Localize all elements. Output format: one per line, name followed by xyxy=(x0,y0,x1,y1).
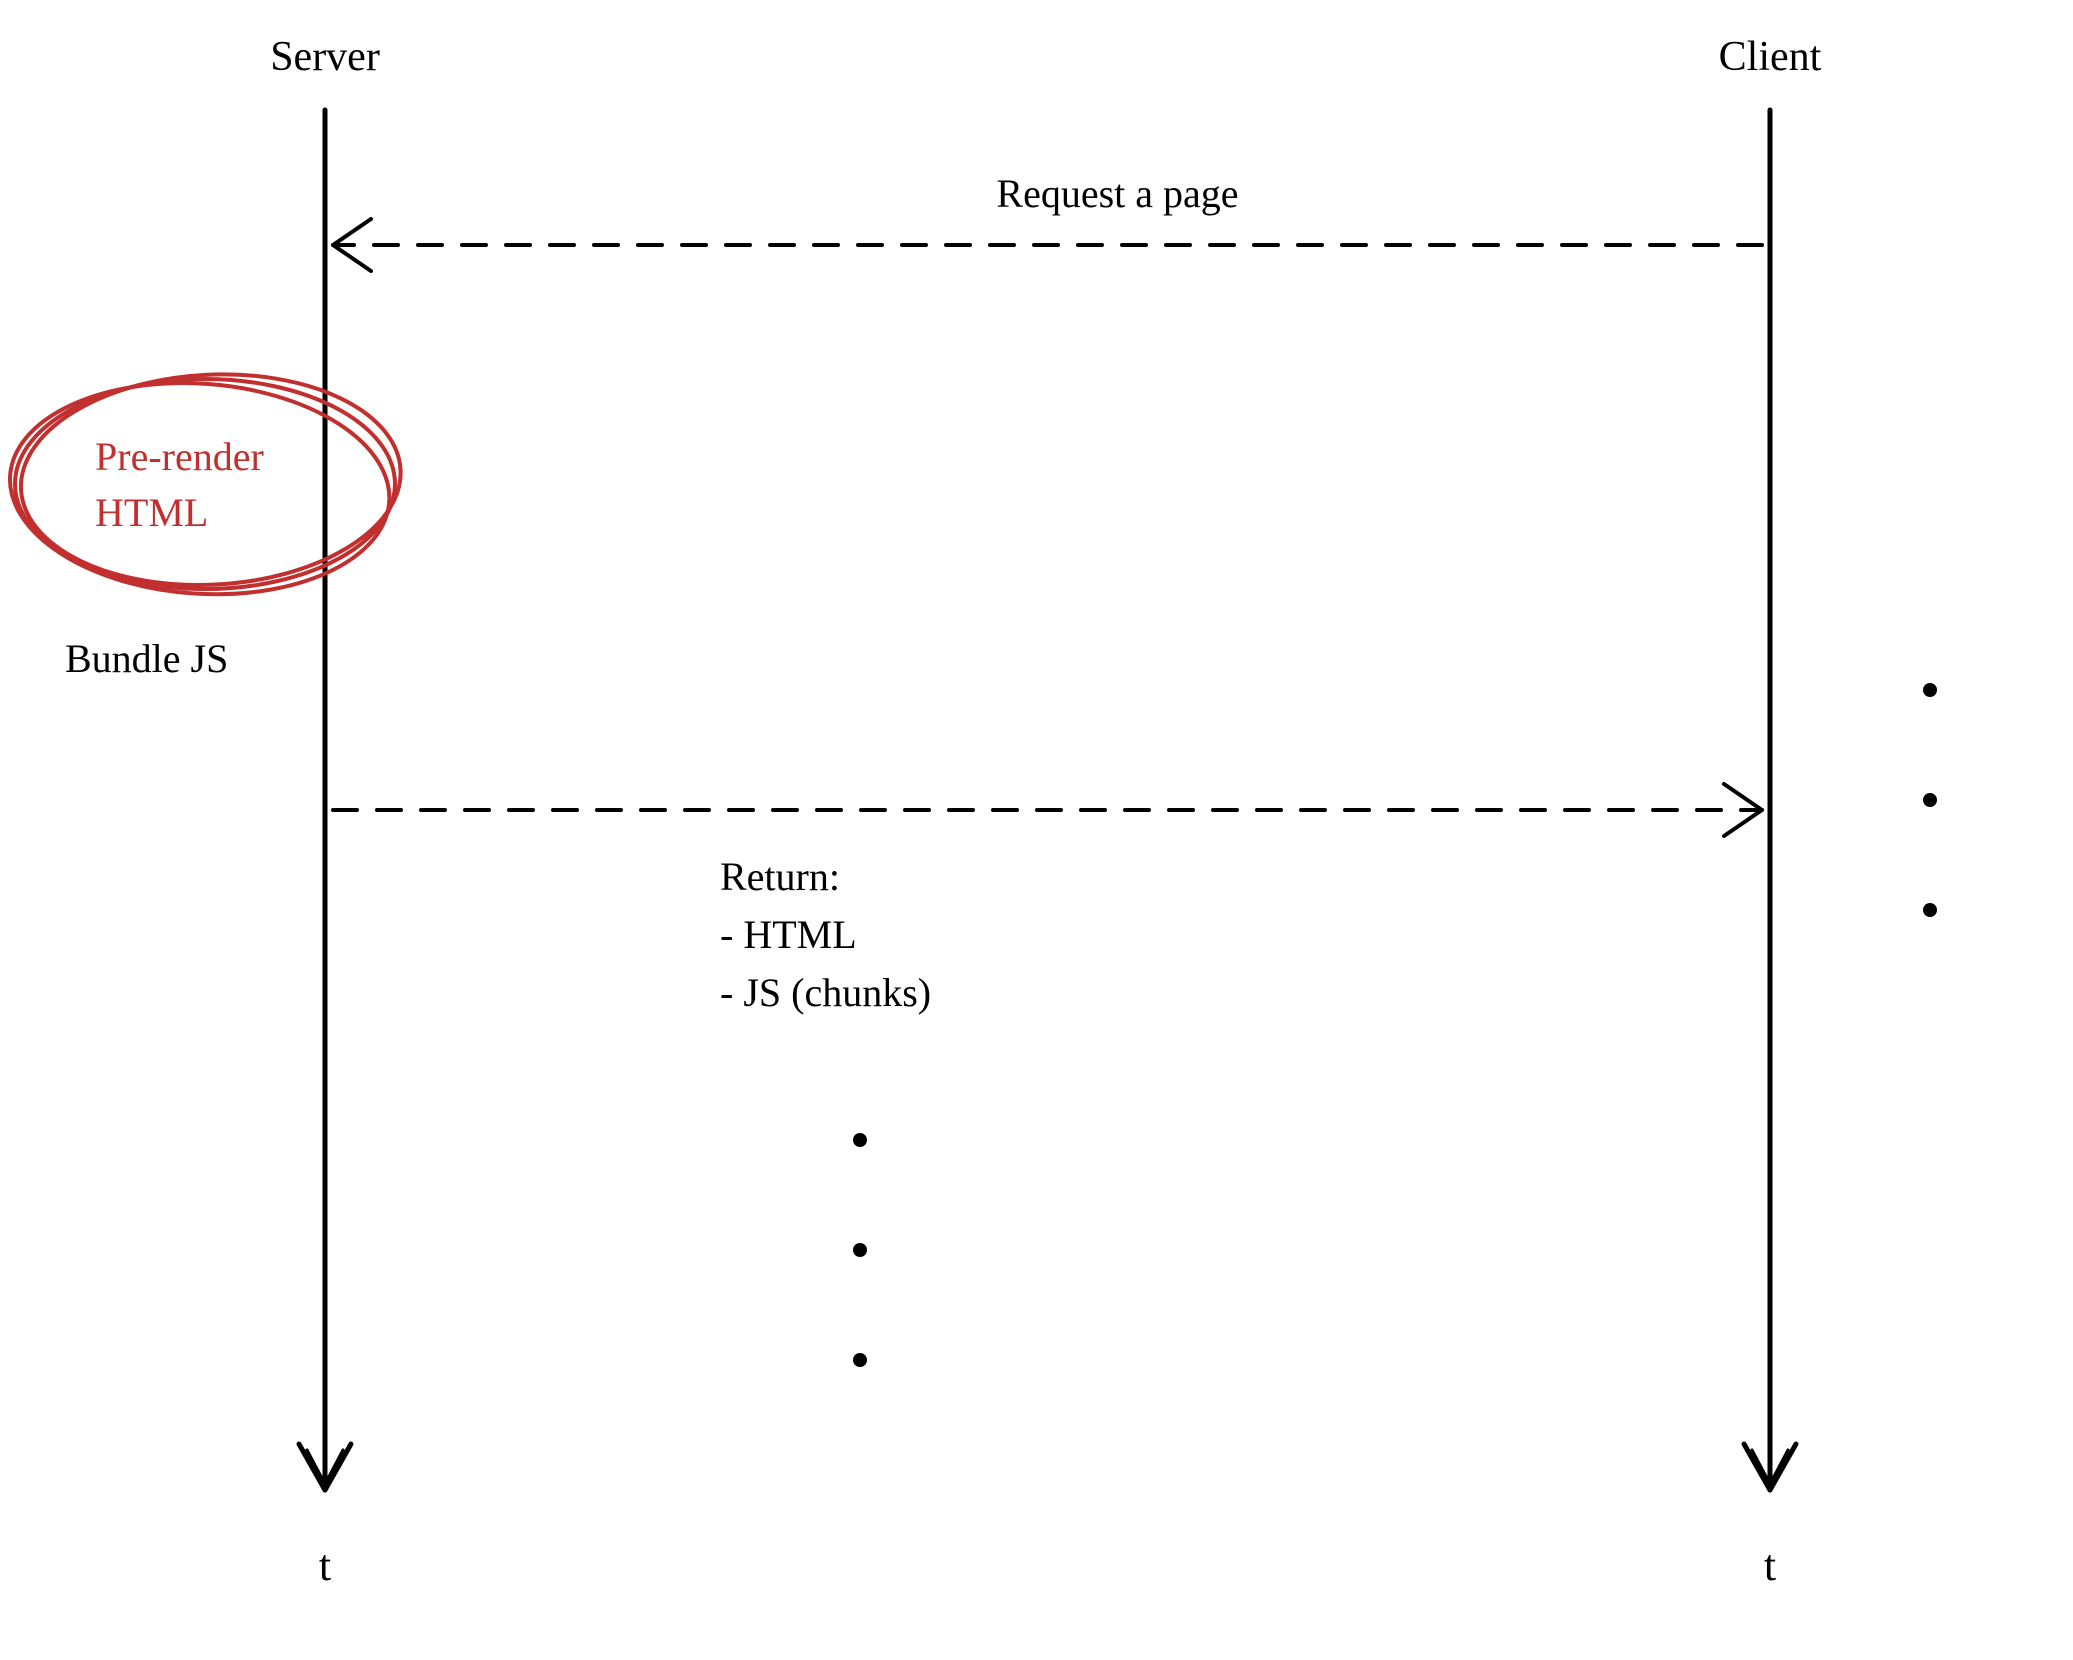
prerender-label-line1: Pre-render xyxy=(95,434,264,479)
ellipsis-dot-right xyxy=(1923,683,1937,697)
ellipsis-dot-center xyxy=(853,1353,867,1367)
request-label: Request a page xyxy=(996,171,1238,216)
ellipsis-dot-center xyxy=(853,1243,867,1257)
response-caption-title: Return: xyxy=(720,854,840,899)
ellipsis-dot-right xyxy=(1923,793,1937,807)
ellipsis-dot-center xyxy=(853,1133,867,1147)
response-caption-item: - JS (chunks) xyxy=(720,970,931,1015)
ellipsis-dot-right xyxy=(1923,903,1937,917)
prerender-label-line2: HTML xyxy=(95,490,208,535)
response-caption-item: - HTML xyxy=(720,912,857,957)
server-label: Server xyxy=(270,34,380,80)
client-label: Client xyxy=(1719,34,1822,80)
client-time-label: t xyxy=(1764,1541,1776,1590)
bundle-label: Bundle JS xyxy=(65,636,228,681)
server-time-label: t xyxy=(319,1541,331,1590)
